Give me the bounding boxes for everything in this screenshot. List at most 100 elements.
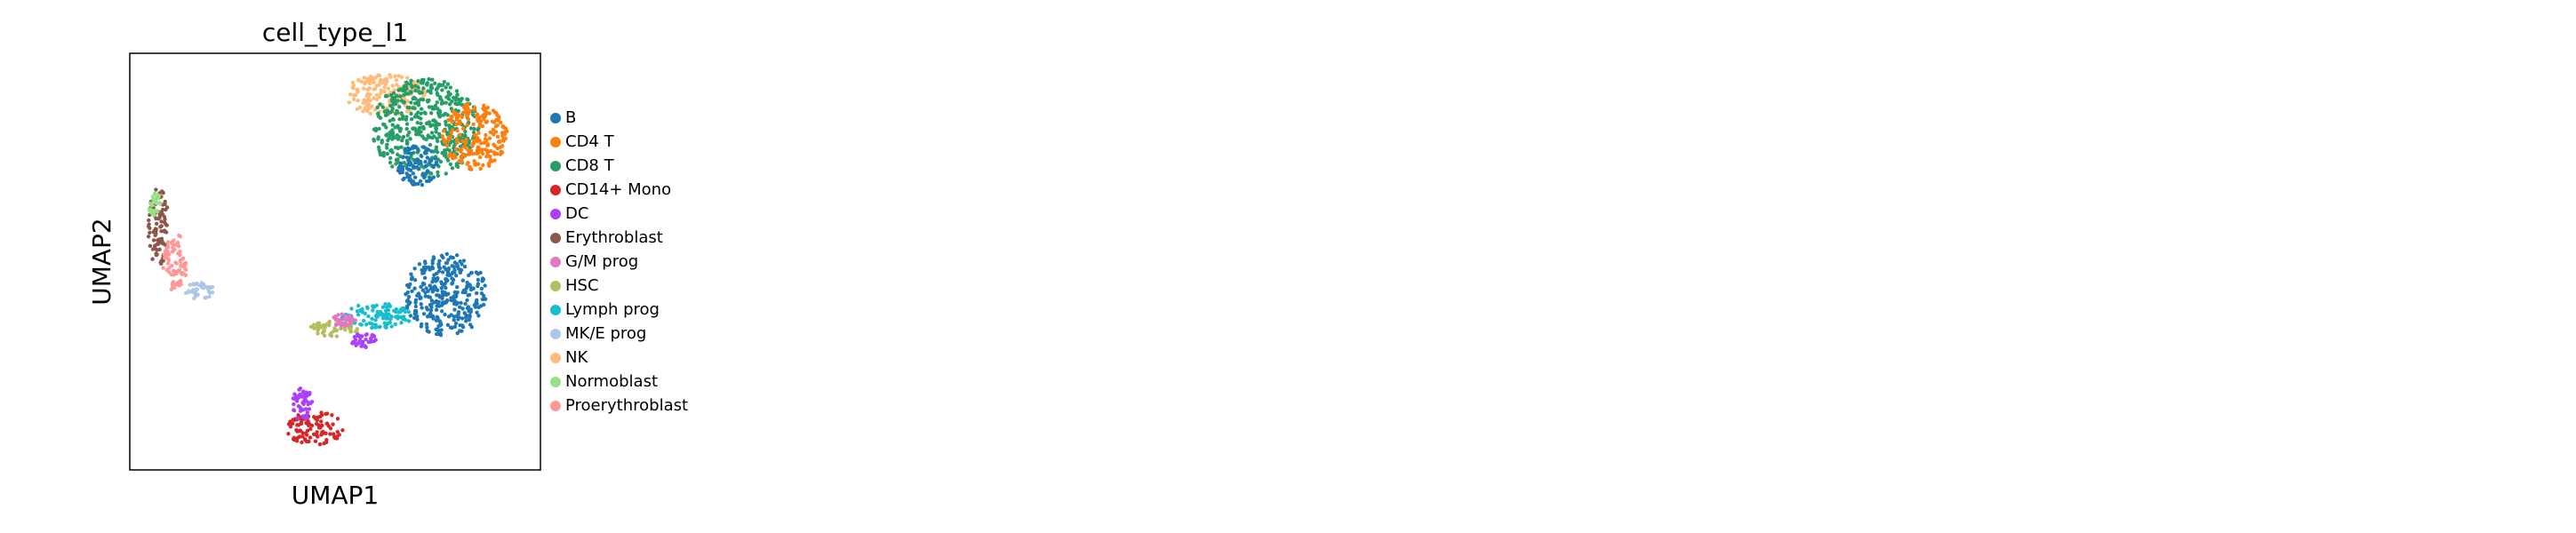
- cell-point: [500, 124, 505, 129]
- cell-point: [402, 161, 406, 165]
- cell-point: [404, 109, 410, 114]
- legend-marker: [550, 281, 561, 291]
- cell-point: [295, 423, 300, 427]
- cell-point: [475, 112, 480, 116]
- cell-point: [465, 123, 469, 128]
- cell-point: [479, 291, 484, 296]
- cell-point: [177, 233, 181, 238]
- cell-point: [371, 305, 376, 309]
- cell-point: [405, 298, 411, 303]
- cell-point: [297, 429, 301, 434]
- cell-point: [445, 82, 451, 86]
- cell-point: [400, 116, 405, 121]
- cell-point: [458, 270, 462, 275]
- cell-point: [353, 93, 358, 98]
- cell-point: [414, 132, 419, 137]
- cell-point: [389, 314, 394, 319]
- cell-point: [440, 134, 444, 139]
- cell-point: [452, 290, 457, 295]
- cell-point: [466, 98, 470, 102]
- cell-point: [404, 126, 409, 131]
- cell-point: [155, 209, 159, 214]
- cell-point: [454, 274, 459, 278]
- cell-point: [286, 432, 291, 436]
- cell-point: [445, 147, 450, 152]
- legend-marker: [550, 185, 561, 195]
- cell-point: [362, 76, 366, 80]
- cell-point: [199, 281, 204, 285]
- cell-point: [482, 113, 486, 117]
- cell-point: [449, 115, 453, 119]
- cell-point: [348, 329, 354, 334]
- cell-point: [434, 318, 439, 322]
- cell-point: [450, 325, 454, 330]
- cell-point: [439, 286, 444, 290]
- cell-point: [344, 318, 348, 323]
- cell-point: [446, 118, 451, 123]
- cell-point: [405, 141, 410, 146]
- cell-point: [332, 315, 336, 320]
- cell-point: [428, 283, 432, 288]
- cell-point: [394, 309, 398, 314]
- cell-point: [150, 195, 156, 199]
- cell-point: [154, 201, 159, 205]
- cell-point: [453, 294, 459, 299]
- cell-point: [455, 164, 460, 169]
- cell-point: [429, 111, 434, 115]
- cell-point: [395, 83, 399, 87]
- cell-point: [372, 324, 378, 330]
- cell-point: [366, 314, 371, 319]
- cell-point: [317, 442, 323, 447]
- cell-point: [171, 268, 176, 273]
- cell-point: [361, 109, 365, 114]
- cell-point: [312, 415, 316, 419]
- cell-point: [493, 144, 498, 148]
- cell-point: [363, 82, 367, 86]
- cell-point: [388, 110, 393, 115]
- cell-point: [419, 284, 423, 290]
- cell-point: [387, 312, 391, 317]
- cell-point: [404, 115, 409, 119]
- legend-label: HSC: [565, 276, 599, 295]
- cell-point: [374, 313, 379, 317]
- cell-point: [146, 235, 151, 239]
- cell-point: [466, 147, 470, 153]
- cell-point: [324, 431, 328, 435]
- cell-point: [404, 122, 410, 126]
- cell-point: [416, 79, 420, 84]
- cell-point: [404, 318, 408, 322]
- cell-point: [417, 167, 421, 171]
- cell-point: [324, 421, 330, 426]
- cell-point: [450, 128, 455, 132]
- cell-point: [452, 318, 456, 322]
- panel: cell_type_l1 UMAP1 UMAP2 B CD4 T CD8 T CD14+ M…: [87, 18, 688, 510]
- cell-point: [498, 145, 502, 149]
- cell-point: [429, 131, 435, 135]
- cell-point: [413, 144, 418, 149]
- cell-point: [412, 315, 417, 320]
- cell-point: [438, 97, 443, 101]
- cell-point: [299, 421, 304, 426]
- cell-point: [478, 166, 483, 171]
- cell-point: [476, 119, 481, 123]
- cell-point: [323, 325, 327, 330]
- cell-point: [159, 219, 164, 224]
- cell-point: [445, 143, 450, 148]
- cell-point: [376, 145, 381, 149]
- cell-point: [468, 164, 472, 170]
- cell-point: [365, 108, 370, 113]
- cell-point: [158, 260, 163, 265]
- legend-label: Lymph prog: [565, 300, 660, 319]
- cell-point: [396, 99, 400, 103]
- cell-point: [305, 410, 309, 415]
- cell-point: [393, 74, 397, 79]
- cell-point: [410, 289, 414, 293]
- cell-point: [302, 414, 308, 418]
- cell-point: [429, 86, 435, 91]
- cell-point: [304, 390, 308, 394]
- cell-point: [409, 100, 413, 105]
- cell-point: [328, 432, 332, 436]
- cell-point: [354, 343, 358, 347]
- cell-point: [335, 417, 340, 421]
- cell-point: [382, 89, 387, 94]
